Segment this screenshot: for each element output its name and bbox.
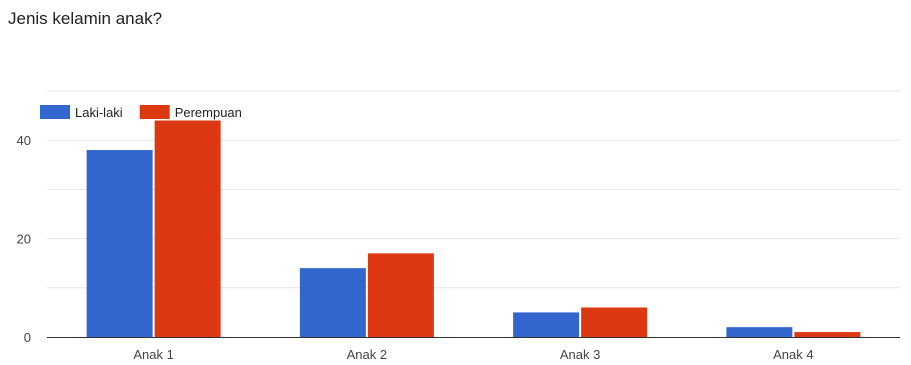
y-tick-label: 20 [17, 232, 31, 247]
x-tick-label: Anak 1 [133, 347, 173, 362]
x-axis-ticks: Anak 1 Anak 2 Anak 3 Anak 4 [133, 347, 813, 362]
legend: Laki-laki Perempuan [40, 105, 242, 120]
bar-anak-1-laki-laki [86, 150, 153, 337]
y-tick-label: 40 [17, 133, 31, 148]
bar-anak-2-perempuan [367, 253, 434, 337]
gridlines [47, 90, 900, 338]
legend-swatch [139, 105, 170, 119]
bars [86, 120, 861, 338]
chart-title: Jenis kelamin anak? [8, 9, 163, 28]
bar-anak-2-laki-laki [299, 268, 366, 337]
bar-anak-3-perempuan [581, 307, 648, 337]
legend-label: Perempuan [175, 105, 242, 120]
bar-anak-4-perempuan [794, 332, 861, 337]
legend-swatch [40, 105, 70, 119]
bar-anak-3-laki-laki [513, 312, 580, 337]
x-tick-label: Anak 2 [347, 347, 387, 362]
bar-anak-4-laki-laki [726, 327, 793, 337]
legend-label: Laki-laki [75, 105, 123, 120]
y-tick-label: 0 [24, 330, 31, 345]
x-tick-label: Anak 3 [560, 347, 600, 362]
x-tick-label: Anak 4 [773, 347, 813, 362]
y-axis-ticks: 0 20 40 [17, 133, 31, 345]
bar-anak-1-perempuan [154, 120, 221, 338]
